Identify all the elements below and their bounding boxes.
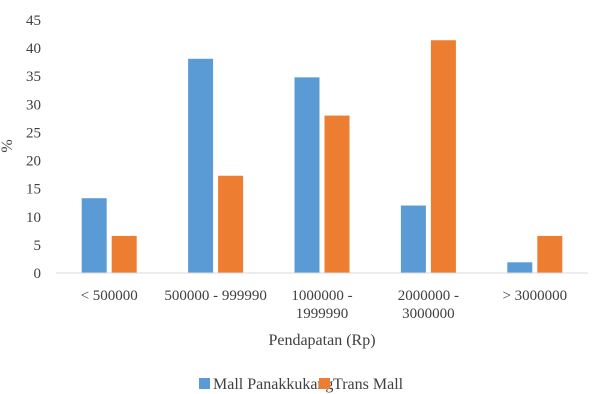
legend: Mall Panakkukang Trans Mall xyxy=(199,376,404,393)
y-axis-title: % xyxy=(0,139,16,152)
x-category-label: > 3000000 xyxy=(502,288,567,304)
y-tick-label: 20 xyxy=(26,154,41,170)
y-tick-label: 25 xyxy=(26,125,41,141)
x-axis-categories: < 500000 500000 - 999990 1000000 -1999990 2… xyxy=(81,288,568,322)
bar-trans-mall-0 xyxy=(111,235,137,273)
y-tick-label: 30 xyxy=(26,97,41,113)
y-tick-label: 15 xyxy=(26,182,41,198)
y-tick-label: 35 xyxy=(26,69,41,85)
x-category-label: 500000 - 999990 xyxy=(164,288,267,304)
y-axis-ticks: 0 5 10 15 20 25 30 35 40 45 xyxy=(26,13,41,282)
x-axis-title: Pendapatan (Rp) xyxy=(268,332,375,349)
bar-mall-panakkukang-0 xyxy=(81,198,107,273)
y-tick-label: 0 xyxy=(34,266,42,282)
x-category-label: 1000000 -1999990 xyxy=(291,288,352,322)
bar-mall-panakkukang-3 xyxy=(400,205,426,273)
bar-mall-panakkukang-1 xyxy=(188,58,214,273)
bar-trans-mall-2 xyxy=(324,115,350,273)
legend-label: Trans Mall xyxy=(333,376,404,393)
bar-trans-mall-3 xyxy=(430,40,456,273)
bar-mall-panakkukang-2 xyxy=(294,77,320,273)
bars xyxy=(81,40,563,273)
bar-trans-mall-1 xyxy=(218,175,244,273)
y-tick-label: 45 xyxy=(26,13,41,29)
legend-label: Mall Panakkukang xyxy=(213,376,333,393)
y-tick-label: 40 xyxy=(26,41,41,57)
bar-trans-mall-4 xyxy=(537,235,563,273)
legend-swatch xyxy=(199,378,210,389)
bar-mall-panakkukang-4 xyxy=(507,262,533,273)
legend-swatch xyxy=(319,378,330,389)
x-category-label: 2000000 -3000000 xyxy=(398,288,459,322)
y-tick-label: 5 xyxy=(34,238,42,254)
x-category-label: < 500000 xyxy=(81,288,138,304)
y-tick-label: 10 xyxy=(26,210,41,226)
